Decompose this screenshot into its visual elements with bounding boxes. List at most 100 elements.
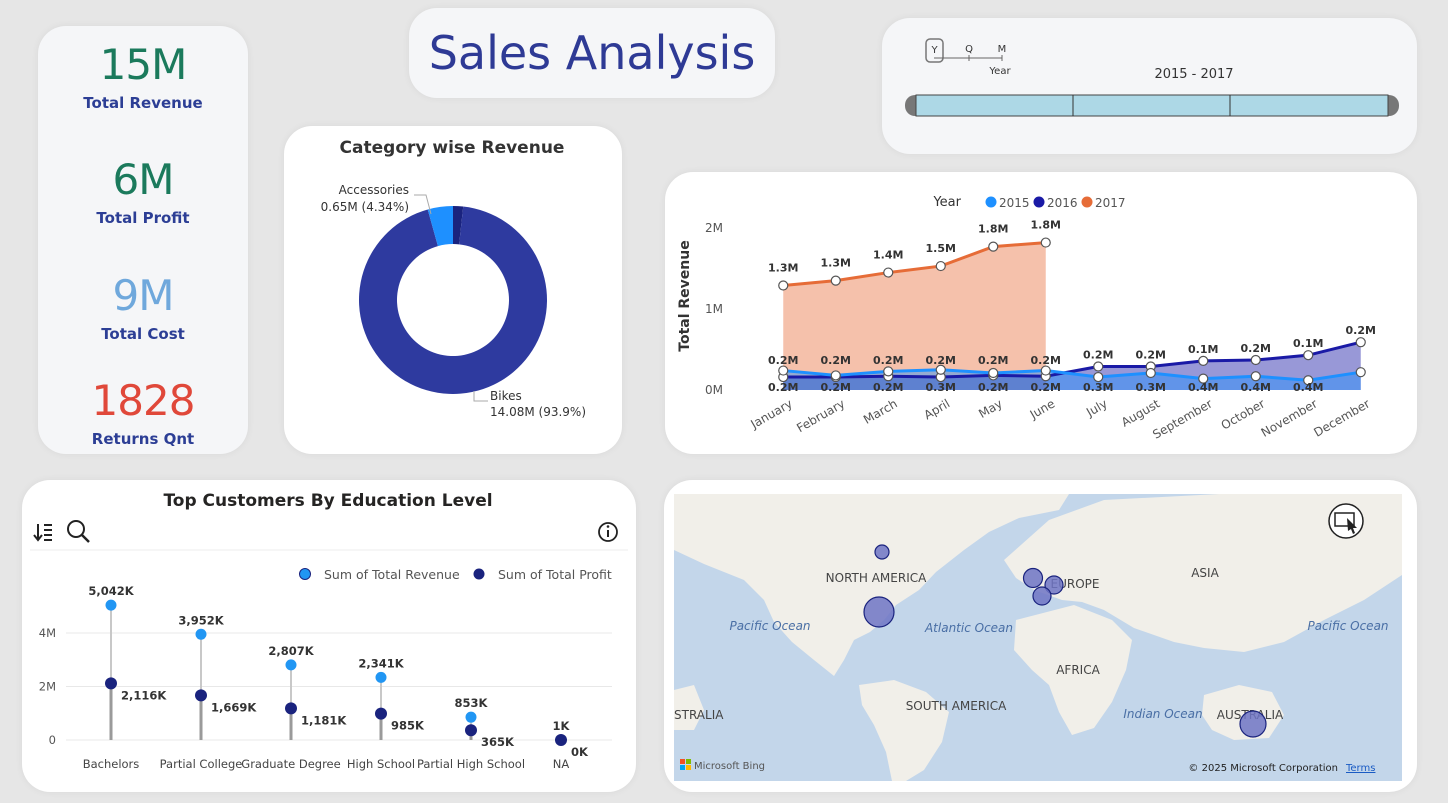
x-tick-label: May: [976, 396, 1004, 421]
dot-profit[interactable]: [555, 734, 567, 746]
monthly-revenue-card: Year 2015 2016 2017 Total Revenue 0M 1M 2M 0…: [665, 172, 1417, 454]
data-label: 0.2M: [1083, 349, 1113, 362]
point-2015[interactable]: [883, 366, 894, 377]
donut-slice-bikes[interactable]: [359, 206, 547, 394]
line-2015: [783, 368, 1361, 382]
point-2015[interactable]: [935, 364, 946, 375]
point-2017[interactable]: [1040, 237, 1051, 248]
data-label: 0.4M: [1293, 381, 1323, 394]
data-label: 0.3M: [1136, 381, 1166, 394]
land-australia-left: [674, 685, 704, 730]
point-2016[interactable]: [1093, 361, 1104, 372]
zoom-search-icon[interactable]: [67, 520, 90, 543]
monthly-revenue-chart: Year 2015 2016 2017 Total Revenue 0M 1M 2M 0…: [677, 195, 1376, 442]
dot-profit[interactable]: [285, 702, 297, 715]
dot-revenue[interactable]: [285, 659, 297, 671]
kpi-label: Total Profit: [96, 209, 190, 227]
slice-label-accessories: Accessories: [339, 183, 409, 197]
world-map[interactable]: NORTH AMERICA EUROPE ASIA AFRICA SOUTH A…: [664, 480, 1417, 792]
point-2015[interactable]: [1303, 375, 1314, 386]
legend-marker-revenue: [299, 568, 311, 580]
map-label-indian: Indian Ocean: [1123, 707, 1202, 721]
dot-profit[interactable]: [105, 677, 117, 690]
point-2017[interactable]: [778, 280, 789, 291]
data-label: 0.4M: [1188, 381, 1218, 394]
map-bubble-france[interactable]: [1032, 586, 1052, 606]
kpi-value: 6M: [112, 155, 175, 204]
kpi-label: Total Revenue: [83, 94, 203, 112]
level-selected-box[interactable]: [925, 38, 944, 63]
level-m[interactable]: M: [998, 44, 1007, 55]
bing-logo: [680, 759, 691, 770]
dot-revenue[interactable]: [105, 599, 117, 611]
chart-title: Top Customers By Education Level: [163, 491, 492, 511]
point-2016[interactable]: [1355, 337, 1366, 348]
data-label: 0.2M: [873, 381, 903, 394]
y-tick-label: 1M: [705, 302, 723, 316]
map-terms-link[interactable]: Terms: [1345, 763, 1375, 774]
x-tick-label: March: [861, 396, 900, 426]
data-label: 0.3M: [926, 381, 956, 394]
kpi-total-profit: 6M Total Profit: [38, 155, 248, 228]
y-axis-label: Total Revenue: [677, 240, 693, 351]
label-profit: 985K: [391, 719, 425, 733]
kpi-value: 1828: [91, 376, 196, 425]
level-y[interactable]: Y: [930, 45, 938, 56]
donut-slice-clothing[interactable]: [453, 206, 464, 245]
point-2015[interactable]: [1145, 367, 1156, 379]
legend-label: 2015: [999, 196, 1030, 210]
point-2016[interactable]: [1303, 350, 1314, 361]
map-bubble-germany[interactable]: [1044, 575, 1064, 595]
dot-revenue[interactable]: [465, 711, 477, 723]
point-2016[interactable]: [1198, 355, 1209, 366]
x-tick-label: June: [1027, 396, 1058, 422]
point-2017[interactable]: [935, 260, 946, 272]
map-bubble-australia[interactable]: [1239, 710, 1267, 738]
point-2015[interactable]: [1355, 367, 1366, 378]
kpi-card: 15M Total Revenue 6M Total Profit 9M Tot…: [38, 26, 248, 454]
date-slicer[interactable]: Y Q M Year 2015 - 2017: [882, 18, 1417, 154]
map-label-north-america: NORTH AMERICA: [826, 571, 927, 585]
land-north-america: [674, 494, 1069, 676]
map-bubble-uk[interactable]: [1022, 567, 1044, 589]
x-tick-label: April: [921, 396, 952, 422]
point-2015[interactable]: [778, 365, 789, 376]
map-label-africa: AFRICA: [1056, 663, 1100, 677]
point-2015[interactable]: [1198, 373, 1209, 384]
donut-slice-accessories[interactable]: [427, 206, 453, 247]
dot-profit[interactable]: [195, 689, 207, 702]
map-focus-icon[interactable]: [1328, 503, 1364, 539]
dot-revenue[interactable]: [375, 671, 387, 683]
data-label: 1.4M: [873, 249, 903, 262]
point-2016[interactable]: [1250, 354, 1261, 366]
point-2017[interactable]: [830, 275, 841, 286]
dot-revenue[interactable]: [195, 628, 207, 640]
sort-icon[interactable]: [33, 524, 52, 542]
point-2015[interactable]: [1093, 371, 1104, 383]
kpi-total-cost: 9M Total Cost: [38, 275, 248, 344]
point-2015[interactable]: [830, 370, 841, 381]
label-revenue: 3,952K: [178, 613, 224, 627]
map-bubble-usa[interactable]: [863, 596, 895, 628]
point-2015[interactable]: [1040, 365, 1051, 376]
data-label: 0.1M: [1188, 343, 1218, 356]
map-label-south-america: SOUTH AMERICA: [906, 699, 1007, 713]
point-2015[interactable]: [988, 367, 999, 379]
info-icon[interactable]: [598, 522, 618, 542]
map-card: NORTH AMERICA EUROPE ASIA AFRICA SOUTH A…: [664, 480, 1417, 792]
map-label-australia-cut: STRALIA: [674, 708, 724, 722]
dot-profit[interactable]: [375, 707, 387, 720]
x-tick-label: Graduate Degree: [241, 757, 340, 771]
point-2017[interactable]: [883, 267, 894, 278]
dot-profit[interactable]: [465, 724, 477, 737]
x-tick-label: NA: [553, 757, 570, 771]
range-label: 2015 - 2017: [1154, 67, 1233, 82]
data-label: 0.4M: [1241, 381, 1271, 394]
range-selection[interactable]: [915, 94, 1389, 117]
point-2017[interactable]: [988, 241, 999, 252]
level-q[interactable]: Q: [965, 44, 973, 55]
point-2015[interactable]: [1250, 371, 1261, 382]
map-bubble-canada[interactable]: [874, 544, 890, 560]
kpi-returns-qnt: 1828 Returns Qnt: [38, 376, 248, 449]
y-tick-label: 2M: [705, 221, 723, 235]
